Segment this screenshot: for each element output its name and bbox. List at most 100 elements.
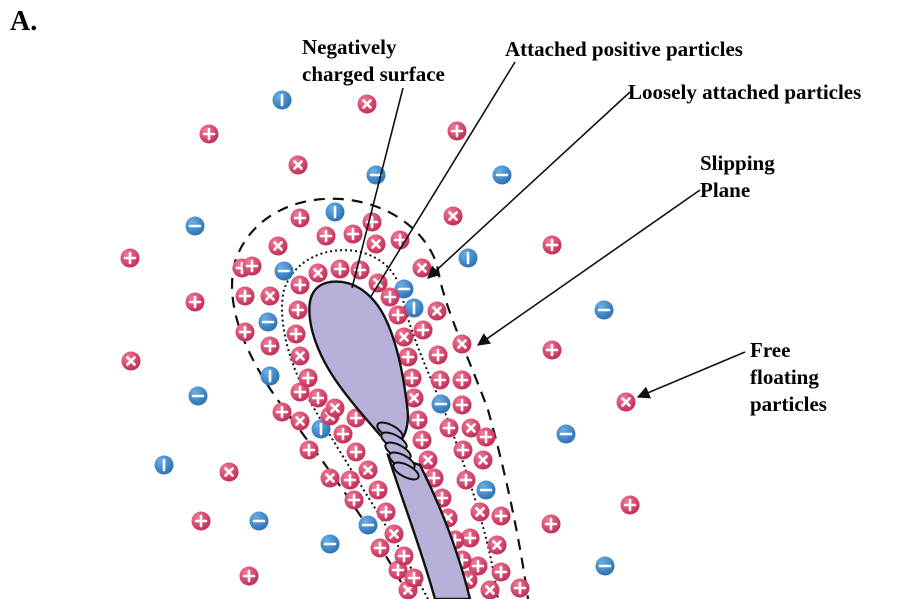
- negative-particle-icon: [431, 394, 451, 414]
- negative-particle-icon: [325, 202, 345, 222]
- positive-particle-icon: [394, 327, 414, 347]
- positive-particle-icon: [468, 556, 488, 576]
- positive-particle-icon: [491, 562, 511, 582]
- positive-particle-icon: [288, 155, 308, 175]
- negative-particle-icon: [258, 312, 278, 332]
- positive-particle-icon: [452, 334, 472, 354]
- negative-particle-icon: [249, 511, 269, 531]
- negative-surface-label-line2: charged surface: [302, 62, 445, 86]
- positive-particle-icon: [370, 538, 390, 558]
- negative-particle-icon: [154, 455, 174, 475]
- positive-particle-icon: [398, 347, 418, 367]
- positive-particle-icon: [358, 460, 378, 480]
- positive-particle-icon: [473, 450, 493, 470]
- positive-particle-icon: [404, 388, 424, 408]
- free-floating-pointer: [636, 351, 746, 399]
- positive-particle-icon: [343, 224, 363, 244]
- free-floating-label-line3: particles: [750, 392, 827, 416]
- loosely-attached-label: Loosely attached particles: [628, 80, 862, 104]
- positive-particle-icon: [272, 402, 292, 422]
- positive-particle-icon: [380, 287, 400, 307]
- positive-particle-icon: [404, 568, 424, 588]
- positive-particle-icon: [413, 320, 433, 340]
- negative-particle-icon: [320, 534, 340, 554]
- positive-particle-icon: [542, 235, 562, 255]
- slipping-plane-label-line1: Slipping: [700, 151, 775, 175]
- positive-particle-icon: [390, 230, 410, 250]
- particle-layer: [120, 90, 640, 600]
- positive-particle-icon: [185, 292, 205, 312]
- positive-particle-icon: [461, 418, 481, 438]
- positive-particle-icon: [299, 440, 319, 460]
- positive-particle-icon: [394, 546, 414, 566]
- positive-particle-icon: [427, 301, 447, 321]
- positive-particle-icon: [476, 427, 496, 447]
- positive-particle-icon: [288, 300, 308, 320]
- positive-particle-icon: [219, 462, 239, 482]
- positive-particle-icon: [542, 340, 562, 360]
- free-floating-label-line2: floating: [750, 365, 819, 389]
- negative-particle-icon: [272, 90, 292, 110]
- positive-particle-icon: [308, 263, 328, 283]
- negative-particle-icon: [458, 248, 478, 268]
- attached-layer-boundary: [281, 249, 499, 600]
- positive-particle-icon: [340, 470, 360, 490]
- positive-particle-icon: [428, 345, 448, 365]
- positive-particle-icon: [290, 382, 310, 402]
- positive-particle-icon: [443, 206, 463, 226]
- positive-particle-icon: [620, 495, 640, 515]
- positive-particle-icon: [290, 346, 310, 366]
- positive-particle-icon: [308, 388, 328, 408]
- positive-particle-icon: [384, 524, 404, 544]
- positive-particle-icon: [456, 470, 476, 490]
- positive-particle-icon: [510, 578, 530, 598]
- positive-particle-icon: [286, 324, 306, 344]
- positive-particle-icon: [290, 275, 310, 295]
- negative-particle-icon: [394, 279, 414, 299]
- positive-particle-icon: [616, 392, 636, 412]
- attached-positive-label: Attached positive particles: [505, 37, 743, 61]
- negative-surface-label-line1: Negatively: [302, 35, 397, 59]
- positive-particle-icon: [412, 258, 432, 278]
- positive-particle-icon: [439, 418, 459, 438]
- negative-surface-pointer: [351, 87, 404, 289]
- positive-particle-icon: [330, 259, 350, 279]
- positive-particle-icon: [452, 370, 472, 390]
- slipping-plane-label-line2: Plane: [700, 178, 751, 202]
- positive-particle-icon: [260, 286, 280, 306]
- positive-particle-icon: [480, 580, 500, 600]
- negative-particle-icon: [556, 424, 576, 444]
- positive-particle-icon: [325, 398, 345, 418]
- positive-particle-icon: [260, 336, 280, 356]
- positive-particle-icon: [408, 410, 428, 430]
- positive-particle-icon: [290, 208, 310, 228]
- negative-particle-icon: [594, 300, 614, 320]
- positive-particle-icon: [412, 430, 432, 450]
- positive-particle-icon: [388, 305, 408, 325]
- positive-particle-icon: [460, 528, 480, 548]
- positive-particle-icon: [191, 511, 211, 531]
- positive-particle-icon: [447, 121, 467, 141]
- negative-particle-icon: [260, 366, 280, 386]
- positive-particle-icon: [346, 442, 366, 462]
- positive-particle-icon: [120, 248, 140, 268]
- charged-body-head: [308, 280, 409, 447]
- negative-particle-icon: [366, 165, 386, 185]
- negative-particle-icon: [492, 165, 512, 185]
- positive-particle-icon: [357, 94, 377, 114]
- negative-particle-icon: [476, 480, 496, 500]
- positive-particle-icon: [402, 368, 422, 388]
- negative-particle-icon: [358, 515, 378, 535]
- positive-particle-icon: [350, 260, 370, 280]
- positive-particle-icon: [452, 395, 472, 415]
- positive-particle-icon: [333, 424, 353, 444]
- positive-particle-icon: [121, 351, 141, 371]
- positive-particle-icon: [366, 234, 386, 254]
- positive-particle-icon: [320, 468, 340, 488]
- free-floating-label-line1: Free: [750, 338, 791, 362]
- panel-label: A.: [10, 6, 38, 37]
- positive-particle-icon: [453, 440, 473, 460]
- positive-particle-icon: [491, 506, 511, 526]
- positive-particle-icon: [344, 490, 364, 510]
